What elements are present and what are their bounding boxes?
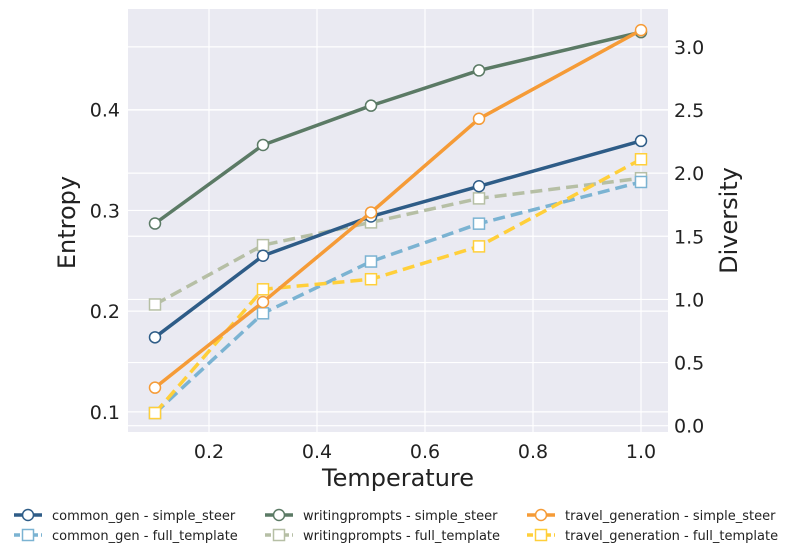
data-point — [148, 298, 162, 311]
data-point — [148, 406, 162, 420]
data-point — [634, 134, 648, 148]
x-tick-label: 0.2 — [194, 441, 224, 463]
grid — [128, 9, 668, 432]
y-right-tick-label: 2.5 — [674, 100, 704, 122]
legend-label: writingprompts - full_template — [303, 529, 500, 544]
data-point — [148, 217, 162, 230]
legend-marker — [534, 528, 548, 542]
legend-item: common_gen - full_template — [14, 528, 238, 544]
data-point — [472, 217, 486, 230]
legend-marker — [272, 508, 286, 522]
series-layer — [148, 23, 648, 420]
legend-label: travel_generation - simple_steer — [565, 509, 776, 524]
y-right-tick-label: 1.5 — [674, 226, 704, 248]
x-axis-label: Temperature — [321, 464, 474, 492]
y-right-tick-label: 2.0 — [674, 163, 704, 185]
legend-marker — [21, 508, 35, 522]
legend-label: common_gen - full_template — [52, 529, 238, 544]
data-point — [256, 307, 270, 320]
legend-item: travel_generation - simple_steer — [527, 508, 776, 524]
data-point — [364, 99, 378, 112]
data-point — [634, 175, 648, 189]
data-point — [256, 238, 270, 252]
legend-item: travel_generation - full_template — [527, 528, 778, 544]
x-tick-label: 1.0 — [626, 441, 656, 463]
x-tick-label: 0.4 — [302, 441, 332, 463]
legend-item: writingprompts - simple_steer — [265, 508, 498, 524]
data-point — [364, 206, 378, 219]
y-left-tick-label: 0.1 — [90, 402, 120, 424]
y-left-tick-label: 0.4 — [90, 100, 120, 122]
y-axis-left-label: Entropy — [53, 176, 81, 269]
data-point — [472, 180, 486, 193]
data-point — [256, 249, 270, 262]
data-point — [472, 64, 486, 77]
data-point — [364, 272, 378, 286]
legend-label: travel_generation - full_template — [565, 529, 778, 544]
data-point — [472, 112, 486, 126]
y-left-tick-label: 0.2 — [90, 301, 120, 323]
y-right-tick-label: 3.0 — [674, 37, 704, 59]
data-point — [472, 192, 486, 205]
data-point — [634, 23, 648, 37]
legend-marker — [21, 528, 35, 542]
legend: common_gen - simple_steer common_gen - fu… — [14, 508, 778, 544]
legend-item: common_gen - simple_steer — [14, 508, 236, 524]
x-tick-label: 0.8 — [518, 441, 548, 463]
ticks: 0.2 0.4 0.6 0.8 1.0 0.1 0.2 0.3 0.4 0.0 0.5 1.0 1.5 2… — [90, 37, 704, 463]
data-point — [256, 295, 270, 309]
series-line — [154, 176, 642, 307]
data-point — [364, 255, 378, 268]
y-right-tick-label: 0.5 — [674, 353, 704, 375]
legend-marker — [534, 508, 548, 522]
data-point — [148, 331, 162, 344]
legend-label: writingprompts - simple_steer — [303, 509, 498, 524]
y-right-tick-label: 0.0 — [674, 416, 704, 438]
data-point — [472, 240, 486, 253]
data-point — [148, 381, 162, 394]
series-2 — [148, 23, 648, 394]
data-point — [256, 138, 270, 152]
legend-label: common_gen - simple_steer — [52, 509, 236, 524]
x-tick-label: 0.6 — [410, 441, 440, 463]
legend-marker — [272, 528, 286, 542]
data-point — [256, 283, 270, 296]
plot-area — [128, 9, 668, 432]
y-left-tick-label: 0.3 — [90, 200, 120, 222]
data-point — [634, 153, 648, 166]
y-axis-right-label: Diversity — [715, 167, 743, 274]
legend-item: writingprompts - full_template — [265, 528, 500, 544]
y-right-tick-label: 1.0 — [674, 289, 704, 311]
series-line — [153, 180, 642, 415]
